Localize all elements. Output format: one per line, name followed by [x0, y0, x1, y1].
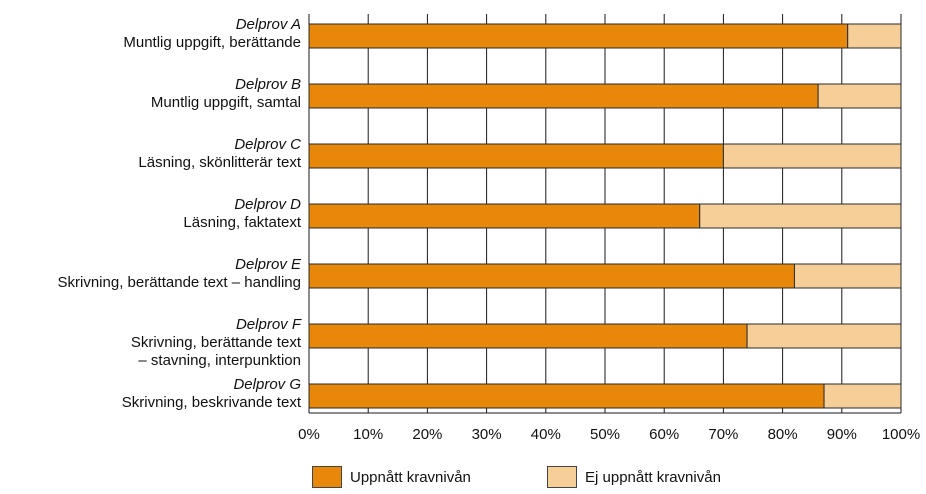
category-description: Skrivning, berättande text [131, 334, 302, 351]
legend-swatch-achieved [312, 466, 342, 488]
bar-not-achieved [823, 383, 902, 409]
legend-label-achieved: Uppnått kravnivån [350, 468, 471, 486]
bar-not-achieved [699, 203, 902, 229]
x-axis-ticks: 0% 10% 20% 30% 40% 50% 60% 70% 80% 90% 100% [298, 426, 920, 443]
category-description: Skrivning, beskrivande text [122, 394, 302, 411]
category-description: Muntlig uppgift, samtal [151, 94, 301, 111]
x-tick-label: 0% [298, 426, 320, 443]
x-tick-label: 100% [882, 426, 920, 443]
bar-not-achieved [793, 263, 902, 289]
legend-item-achieved: Uppnått kravnivån [312, 466, 471, 488]
legend-item-not-achieved: Ej uppnått kravnivån [547, 466, 721, 488]
x-tick-label: 70% [708, 426, 738, 443]
x-tick-label: 50% [590, 426, 620, 443]
bar-not-achieved [817, 83, 902, 109]
category-title: Delprov D [234, 196, 301, 213]
category-title: Delprov G [233, 376, 301, 393]
x-tick-label: 30% [472, 426, 502, 443]
bar-achieved [308, 383, 825, 409]
category-title: Delprov F [236, 316, 302, 333]
bar-achieved [308, 143, 724, 169]
category-description: Skrivning, berättande text – handling [58, 274, 302, 291]
category-title: Delprov A [236, 16, 301, 33]
x-tick-label: 10% [353, 426, 383, 443]
category-description: Muntlig uppgift, berättande [123, 34, 301, 51]
legend: Uppnått kravnivån Ej uppnått kravnivån [0, 466, 926, 494]
x-tick-label: 90% [827, 426, 857, 443]
bar-achieved [308, 323, 748, 349]
bar-achieved [308, 23, 849, 49]
category-description: Läsning, skönlitterär text [138, 154, 301, 171]
x-tick-label: 60% [649, 426, 679, 443]
legend-label-not-achieved: Ej uppnått kravnivån [585, 468, 721, 486]
x-tick-label: 20% [412, 426, 442, 443]
bar-not-achieved [746, 323, 902, 349]
bar-achieved [308, 203, 701, 229]
category-title: Delprov E [235, 256, 302, 273]
bar-not-achieved [722, 143, 902, 169]
x-tick-label: 40% [531, 426, 561, 443]
legend-swatch-not-achieved [547, 466, 577, 488]
bars [308, 23, 902, 409]
category-title: Delprov B [235, 76, 301, 93]
category-title: Delprov C [234, 136, 301, 153]
bar-achieved [308, 263, 795, 289]
x-tick-label: 80% [768, 426, 798, 443]
category-description: – stavning, interpunktion [138, 352, 301, 369]
bar-not-achieved [847, 23, 902, 49]
bar-achieved [308, 83, 819, 109]
category-description: Läsning, faktatext [183, 214, 301, 231]
